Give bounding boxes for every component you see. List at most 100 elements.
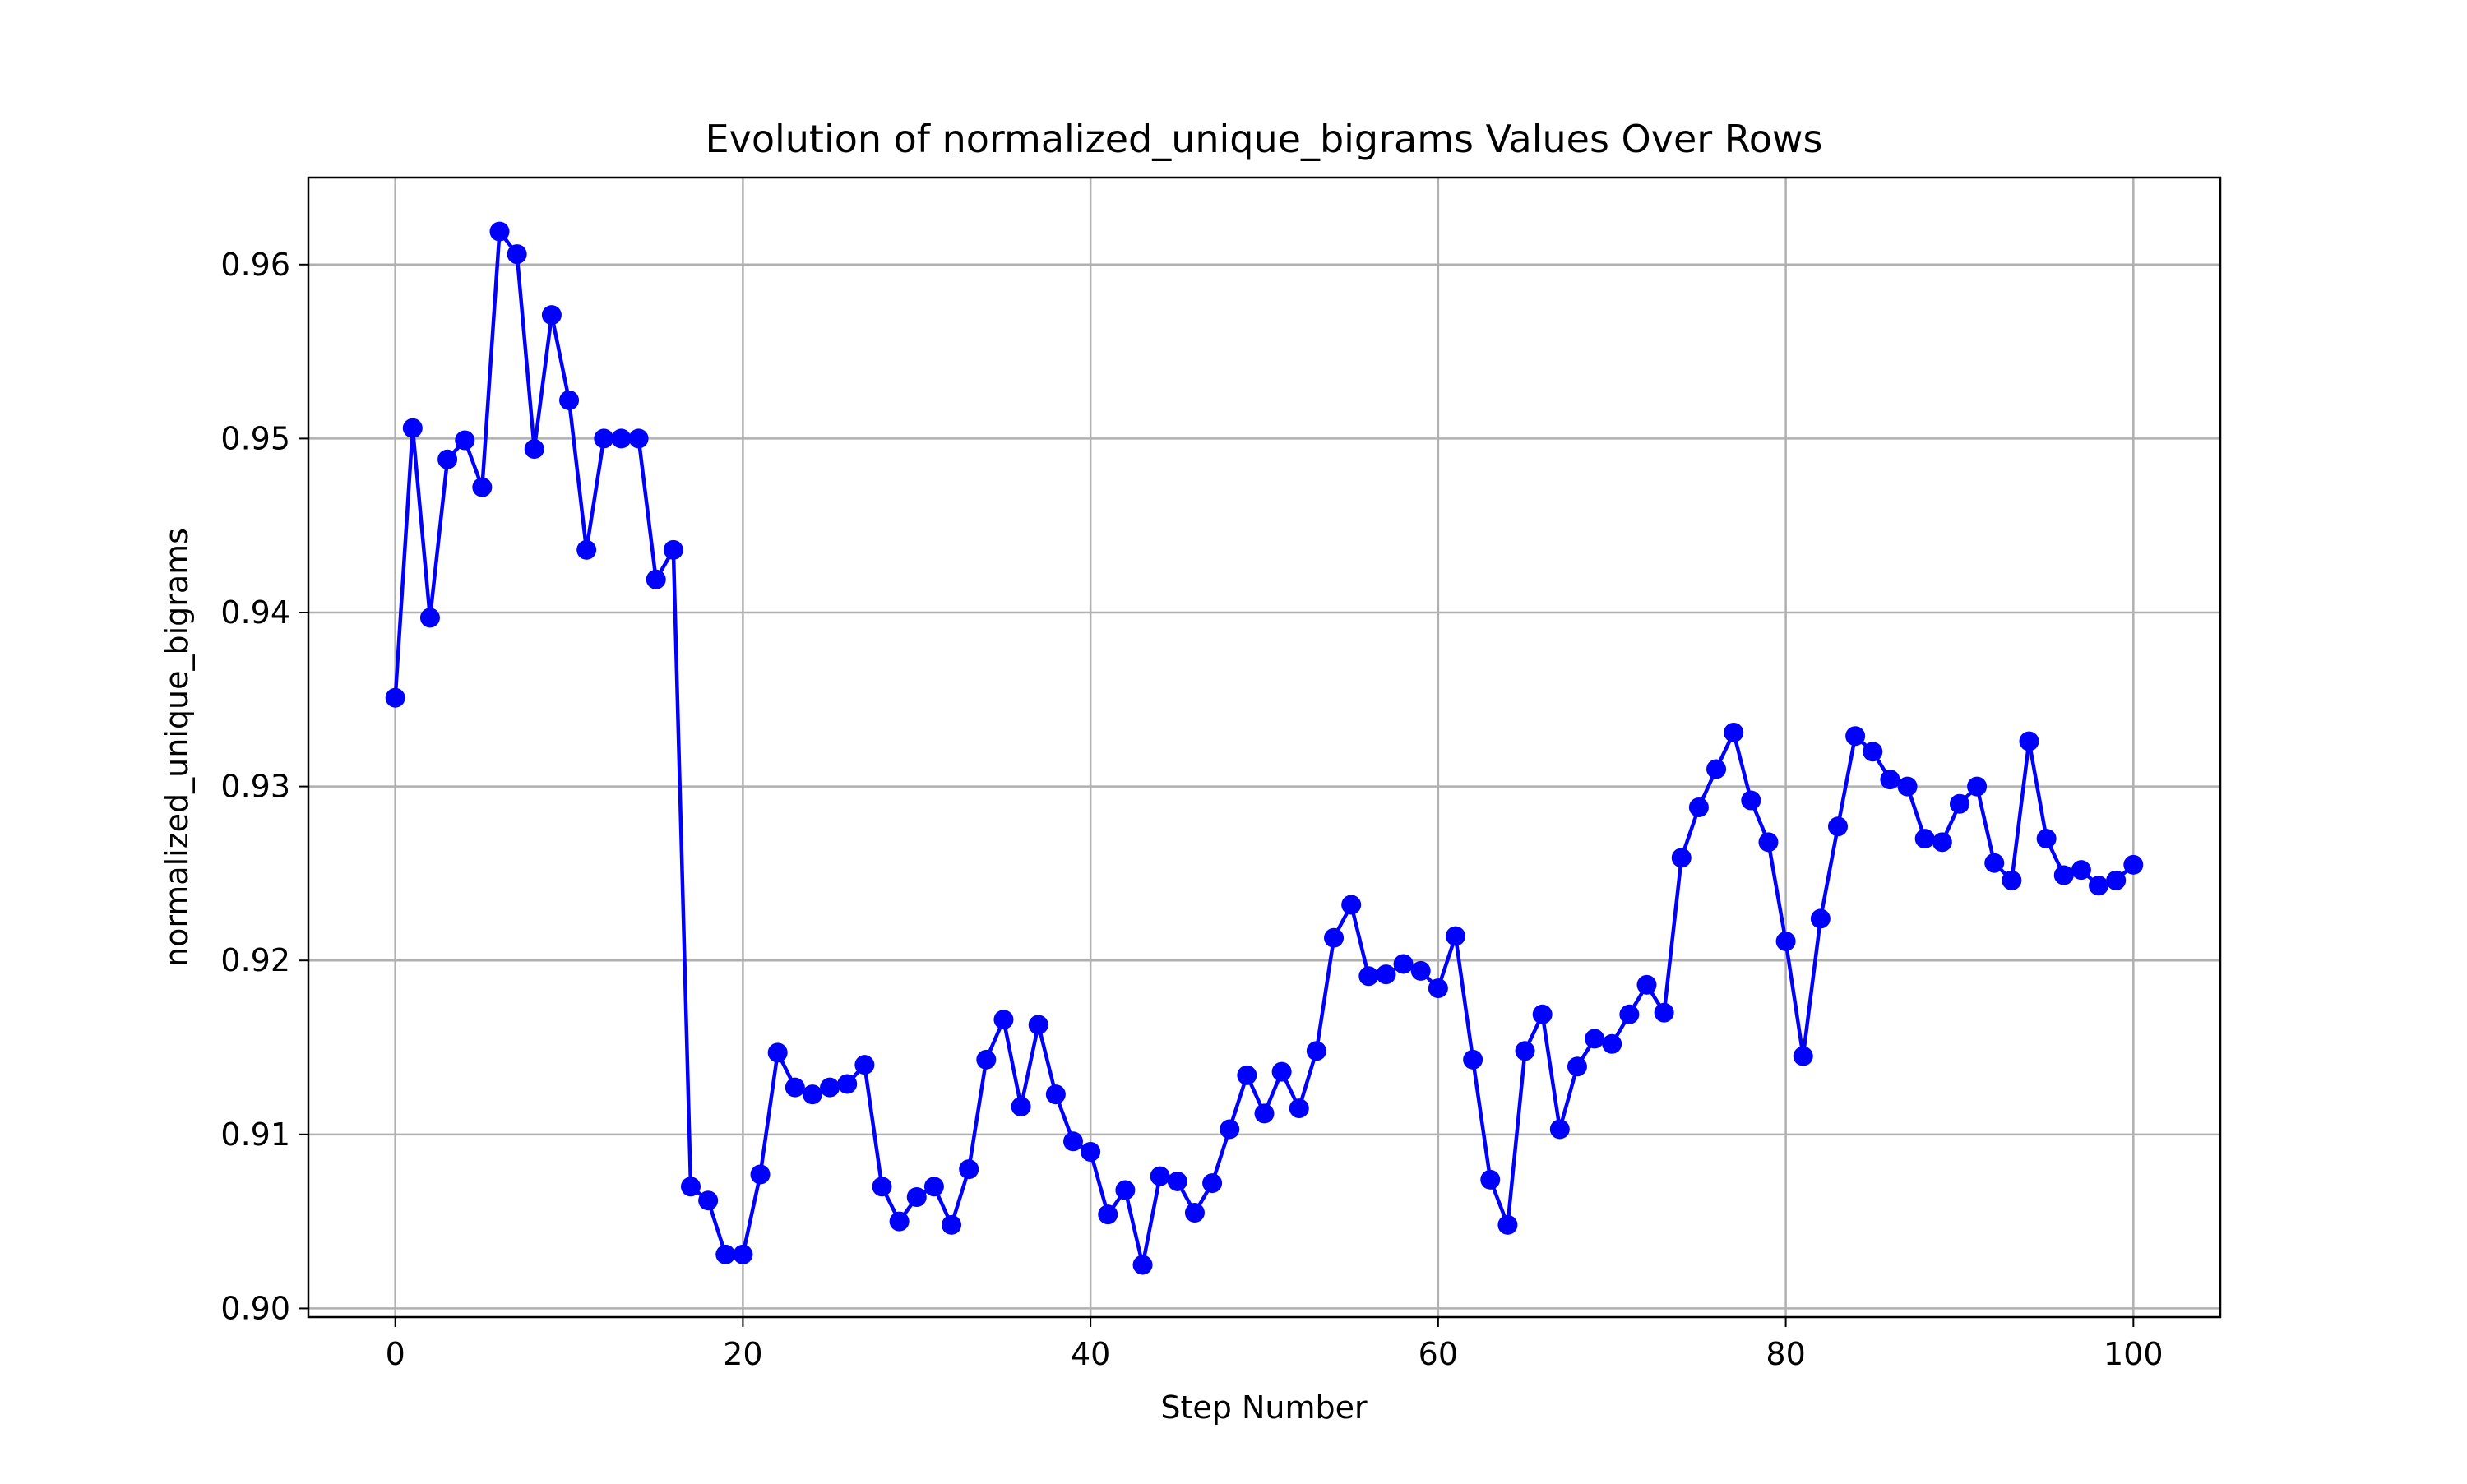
data-point: [1220, 1119, 1240, 1140]
data-point: [2089, 876, 2109, 896]
data-point: [1706, 759, 1727, 779]
data-series: [385, 221, 2144, 1275]
data-point: [402, 418, 423, 438]
data-point: [923, 1177, 944, 1197]
data-point: [854, 1055, 875, 1075]
data-point: [1984, 853, 2005, 873]
data-point: [628, 428, 649, 449]
data-point: [1463, 1049, 1483, 1070]
data-point: [507, 244, 527, 265]
data-point: [942, 1214, 962, 1235]
plot-area-frame: [307, 176, 2222, 1319]
data-point: [559, 390, 580, 410]
data-point: [1011, 1096, 1031, 1116]
data-point: [1115, 1180, 1136, 1200]
data-point: [1028, 1015, 1048, 1035]
data-point: [1480, 1169, 1501, 1190]
data-point: [1567, 1056, 1587, 1077]
data-point: [2053, 865, 2074, 885]
data-point: [1428, 978, 1448, 999]
data-point: [1532, 1004, 1553, 1024]
data-point: [820, 1077, 840, 1098]
y-axis-label: normalized_unique_bigrams: [159, 528, 195, 967]
data-point: [1810, 908, 1831, 929]
data-point: [1045, 1084, 1066, 1105]
data-point: [785, 1077, 805, 1098]
data-point: [872, 1177, 892, 1197]
data-point: [419, 608, 440, 628]
data-point: [1793, 1046, 1813, 1066]
data-point: [1497, 1214, 1518, 1235]
data-point: [611, 428, 632, 449]
data-point: [663, 539, 683, 560]
data-point: [1184, 1203, 1205, 1223]
x-tick-label: 100: [2104, 1336, 2164, 1372]
data-point: [889, 1211, 910, 1232]
data-point: [1446, 926, 1465, 946]
data-point: [541, 305, 562, 326]
data-point: [1636, 974, 1657, 995]
data-point: [1515, 1041, 1535, 1061]
y-tick-label: 0.94: [220, 594, 290, 631]
y-tick-label: 0.91: [220, 1116, 290, 1153]
data-point: [1914, 829, 1935, 849]
data-point: [1358, 966, 1379, 987]
data-point: [2036, 829, 2057, 849]
data-point: [1585, 1029, 1605, 1049]
x-tick-label: 20: [723, 1336, 762, 1372]
data-point: [837, 1074, 858, 1094]
data-point: [594, 428, 614, 449]
data-point: [2019, 731, 2039, 751]
chart-title: Evolution of normalized_unique_bigrams V…: [706, 117, 1823, 161]
data-point: [1341, 895, 1362, 915]
data-point: [681, 1177, 701, 1197]
data-point: [1775, 931, 1796, 951]
data-point: [976, 1049, 997, 1070]
data-point: [437, 449, 458, 469]
data-point: [524, 439, 544, 460]
y-tick-label: 0.96: [220, 247, 290, 283]
data-point: [1654, 1002, 1674, 1023]
data-point: [802, 1084, 822, 1105]
data-point: [959, 1159, 979, 1180]
data-point: [1254, 1103, 1275, 1124]
data-point: [1410, 960, 1431, 981]
data-point: [1132, 1255, 1153, 1275]
data-point: [1081, 1141, 1101, 1162]
data-point: [646, 569, 666, 589]
data-point: [715, 1244, 736, 1264]
data-point: [1688, 797, 1709, 818]
data-point: [1828, 816, 1848, 837]
data-point: [1324, 927, 1345, 948]
data-point: [1897, 776, 1918, 797]
axis-ticks: 0 20 40 60 80 100 0.90 0.91 0.92 0.93 0.94 0.95 0.96: [220, 247, 2163, 1372]
y-tick-label: 0.90: [220, 1290, 290, 1326]
y-tick-label: 0.93: [220, 769, 290, 805]
data-point: [733, 1244, 753, 1264]
data-point: [750, 1164, 771, 1185]
data-point: [472, 477, 493, 497]
y-tick-label: 0.95: [220, 420, 290, 456]
data-point: [1202, 1173, 1223, 1194]
data-point: [1271, 1061, 1292, 1082]
x-tick-label: 60: [1419, 1336, 1458, 1372]
data-point: [1967, 776, 1988, 797]
data-point: [2071, 860, 2091, 881]
data-point: [1619, 1004, 1640, 1024]
data-point: [2106, 870, 2127, 890]
data-point: [1845, 726, 1866, 747]
data-point: [1376, 964, 1396, 985]
data-point: [489, 221, 510, 242]
data-point: [1602, 1033, 1622, 1054]
data-point: [2123, 854, 2144, 875]
data-point: [1549, 1119, 1570, 1140]
data-point: [993, 1010, 1014, 1030]
data-point: [1098, 1204, 1118, 1225]
data-point: [455, 430, 475, 451]
data-point: [1741, 790, 1761, 811]
x-tick-label: 40: [1071, 1336, 1110, 1372]
data-point: [906, 1186, 927, 1207]
